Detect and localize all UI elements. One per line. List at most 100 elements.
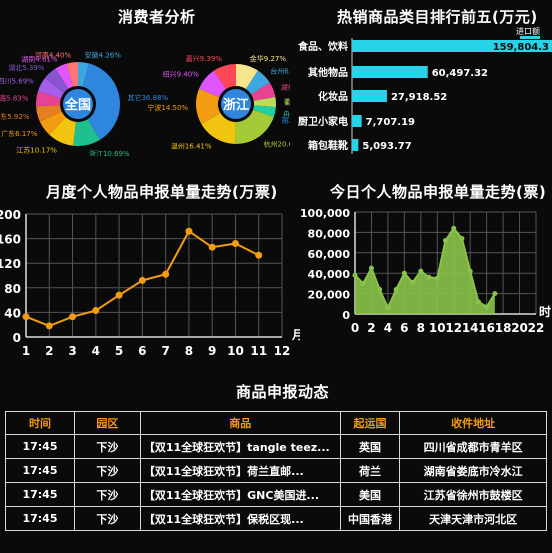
data-point — [459, 236, 465, 242]
national-slice-label: 湖南4.61% — [21, 54, 58, 63]
table-row[interactable]: 17:45 下沙 【双11全球狂欢节】tangle teez... 英国 四川省成都市青… — [5, 434, 547, 459]
column-header[interactable]: 时间 — [5, 411, 75, 435]
x-tick-label: 14 — [462, 321, 479, 335]
x-tick-label: 12 — [274, 344, 291, 358]
y-tick-label: 0 — [13, 331, 21, 345]
y-tick-label: 80,000 — [308, 227, 351, 240]
zhejiang-slice-label: 金华9.27% — [250, 54, 287, 63]
data-point — [22, 313, 30, 321]
zhejiang-slice — [236, 64, 259, 89]
data-point — [426, 274, 432, 280]
zhejiang-slice — [251, 82, 276, 101]
x-tick-label: 11 — [250, 344, 267, 358]
national-slice-label: 安徽4.26% — [85, 50, 122, 59]
table-cell: 中国香港 — [339, 506, 401, 531]
national-center — [63, 89, 93, 119]
data-point — [208, 243, 216, 251]
national-slice-label: 广东6.17% — [1, 129, 38, 138]
y-tick-label: 200 — [0, 208, 21, 222]
table-header-row: 时间 园区 商品 起运国 收件地址 — [5, 411, 547, 435]
table-row[interactable]: 17:45 下沙 【双11全球狂欢节】GNC美国进... 美国 江苏省徐州市鼓楼区 — [5, 482, 547, 507]
monthly-trend-title: 月度个人物品申报单量走势(万票) — [46, 183, 278, 201]
data-point — [443, 238, 448, 244]
zhejiang-slice-label: 杭州20.06% — [264, 139, 290, 148]
column-header[interactable]: 园区 — [73, 411, 141, 435]
table-cell: 荷兰 — [339, 458, 401, 483]
national-slice — [73, 119, 101, 146]
national-slice — [49, 117, 76, 146]
data-point — [410, 279, 416, 285]
y-tick-label: 100,000 — [300, 207, 350, 220]
zhejiang-slice-label: 衢州4.04% — [284, 98, 290, 107]
data-point — [475, 299, 481, 305]
donut-panel: 安徽4.26% 其它36.88% 浙江10.69% 江苏10.17% 广东6.17% 山东… — [0, 50, 290, 156]
table-cell: 下沙 — [73, 434, 141, 459]
column-header[interactable]: 收件地址 — [399, 411, 547, 435]
bar-value-label: 7,707.19 — [366, 117, 415, 128]
zhejiang-center — [221, 89, 251, 119]
bar-value-label: 159,804.3 — [493, 42, 549, 53]
national-slice — [66, 62, 78, 87]
table-cell: 下沙 — [73, 482, 141, 507]
data-point — [45, 322, 53, 330]
bar-category-label: 厨卫小家电 — [298, 115, 348, 128]
daily-trend-title: 今日个人物品申报单量走势(票) — [330, 183, 547, 201]
zhejiang-center-label: 浙江 — [223, 97, 249, 113]
zhejiang-slice-label: 嘉兴9.39% — [186, 54, 223, 63]
national-slice — [82, 63, 121, 140]
data-point — [255, 251, 263, 259]
national-slice-label: 浙江10.69% — [89, 149, 130, 156]
y-tick-label: 60,000 — [308, 248, 351, 261]
x-tick-label: 6 — [138, 344, 146, 358]
national-slice — [44, 68, 69, 93]
x-tick-label: 2 — [367, 321, 375, 335]
bar-3 — [352, 115, 362, 127]
y-tick-label: 160 — [0, 233, 21, 247]
x-tick-label: 4 — [384, 321, 392, 335]
x-tick-label: 9 — [208, 344, 216, 358]
table-cell: 英国 — [339, 434, 401, 459]
zhejiang-slice — [253, 96, 276, 108]
bar-value-label: 5,093.77 — [362, 141, 411, 152]
national-slice-label: 山东5.92% — [0, 112, 30, 121]
x-tick-label: 8 — [185, 344, 193, 358]
national-slice — [37, 78, 64, 99]
table-cell: 湖南省娄底市冷水江 — [399, 458, 547, 483]
y-tick-label: 40 — [4, 306, 21, 320]
zhejiang-slice-label: 丽水0.04% — [281, 115, 290, 124]
table-row[interactable]: 17:45 下沙 【双11全球狂欢节】保税区现... 中国香港 天津天津市河北区 — [5, 506, 547, 531]
zhejiang-slice — [199, 70, 226, 98]
table-row[interactable]: 17:45 下沙 【双11全球狂欢节】荷兰直邮... 荷兰 湖南省娄底市冷水江 — [5, 458, 547, 483]
column-header[interactable]: 起运国 — [339, 411, 401, 435]
table-cell: 天津天津市河北区 — [399, 506, 547, 531]
series-line — [354, 226, 496, 311]
data-point — [92, 307, 100, 315]
x-tick-label: 3 — [68, 344, 76, 358]
consumer-analysis-title: 消费者分析 — [118, 8, 196, 26]
x-tick-label: 12 — [445, 321, 462, 335]
table-cell: 17:45 — [5, 434, 75, 459]
national-donut-chart: 安徽4.26% 其它36.88% 浙江10.69% 江苏10.17% 广东6.17% 山东… — [0, 50, 169, 156]
table-cell: 17:45 — [5, 458, 75, 483]
column-header[interactable]: 商品 — [139, 411, 341, 435]
table-cell: 【双11全球狂欢节】保税区现... — [139, 506, 341, 531]
national-slice-label: 湖北5.39% — [8, 63, 45, 72]
hot-category-title: 热销商品类目排行前五(万元) — [337, 8, 538, 26]
y-tick-label: 120 — [0, 257, 21, 271]
zhejiang-slice-label: 湖州6.16% — [281, 83, 290, 92]
national-slice-label: 江苏10.17% — [16, 145, 57, 154]
x-tick-label: 6 — [400, 321, 408, 335]
x-tick-label: 10 — [227, 344, 244, 358]
x-tick-label: 7 — [161, 344, 169, 358]
y-tick-label: 0 — [342, 309, 350, 322]
national-slice-label: 四川5.69% — [0, 78, 34, 86]
bar-0 — [352, 40, 552, 52]
zhejiang-slice-label: 舟山3.98% — [283, 110, 290, 119]
x-tick-label: 2 — [45, 344, 53, 358]
bar-4 — [352, 139, 359, 151]
national-slice — [35, 91, 61, 107]
zhejiang-slice — [245, 70, 270, 95]
data-point — [393, 287, 399, 293]
